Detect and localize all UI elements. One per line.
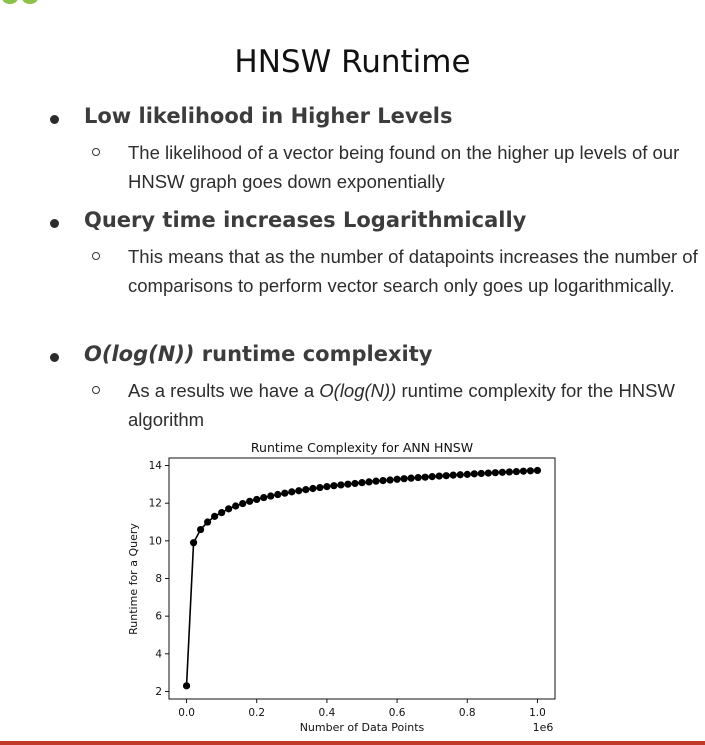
y-tick-label: 8 bbox=[155, 573, 162, 585]
bullet-heading: O(log(N)) runtime complexity bbox=[84, 342, 432, 366]
bullet-heading-rest: runtime complexity bbox=[194, 342, 433, 366]
bullet-heading: Low likelihood in Higher Levels bbox=[84, 104, 453, 128]
data-point bbox=[505, 468, 513, 476]
sub-bullet-text: The likelihood of a vector being found o… bbox=[128, 142, 680, 192]
x-tick-label: 0.2 bbox=[248, 707, 265, 719]
data-point bbox=[211, 512, 219, 520]
sub-bullet-text: This means that as the number of datapoi… bbox=[128, 246, 698, 296]
data-point bbox=[239, 499, 247, 508]
chart-title: Runtime Complexity for ANN HNSW bbox=[251, 440, 473, 455]
data-point bbox=[281, 489, 289, 497]
x-tick-label: 0.6 bbox=[389, 707, 406, 719]
x-axis-label: Number of Data Points bbox=[300, 721, 425, 734]
x-tick-label: 0.0 bbox=[178, 707, 195, 719]
data-point bbox=[288, 488, 296, 496]
corner-dot-right bbox=[22, 0, 38, 4]
corner-dot-left bbox=[2, 0, 18, 4]
data-point bbox=[533, 466, 542, 475]
sub-text-italic: O(log(N)) bbox=[319, 380, 397, 401]
data-point bbox=[316, 483, 324, 492]
bullet-icon bbox=[50, 115, 59, 124]
data-point bbox=[274, 490, 282, 499]
bullet-heading: Query time increases Logarithmically bbox=[84, 208, 527, 232]
data-point bbox=[449, 471, 457, 479]
data-point bbox=[267, 492, 275, 500]
x-tick-label: 0.4 bbox=[319, 707, 336, 719]
data-point bbox=[295, 487, 303, 495]
data-point bbox=[512, 467, 521, 476]
data-point bbox=[386, 476, 394, 484]
data-point bbox=[309, 484, 317, 493]
y-tick-label: 10 bbox=[149, 535, 162, 547]
data-point bbox=[379, 476, 387, 485]
data-point bbox=[393, 475, 401, 483]
data-point bbox=[442, 472, 450, 480]
data-point bbox=[253, 495, 261, 504]
series-points bbox=[182, 466, 542, 690]
data-point bbox=[218, 508, 226, 517]
data-point bbox=[400, 475, 408, 483]
data-point bbox=[189, 539, 198, 547]
data-point bbox=[302, 486, 310, 494]
data-point bbox=[372, 477, 380, 485]
data-point bbox=[260, 493, 268, 502]
sub-text-pre: As a results we have a bbox=[128, 380, 320, 401]
y-axis-ticks: 2 4 6 8 10 12 14 bbox=[149, 460, 169, 698]
data-point bbox=[204, 518, 212, 526]
sub-bullet-icon bbox=[92, 386, 100, 394]
data-point bbox=[232, 502, 240, 510]
data-point bbox=[498, 468, 506, 476]
data-point bbox=[407, 474, 415, 482]
data-point bbox=[358, 479, 366, 487]
data-point bbox=[365, 478, 373, 486]
data-point bbox=[456, 471, 464, 479]
x-tick-label: 0.8 bbox=[459, 707, 476, 719]
sub-text-post: runtime complexity for the HNSW algorith… bbox=[128, 380, 675, 430]
y-tick-label: 14 bbox=[149, 460, 163, 472]
data-point bbox=[323, 483, 331, 491]
slide-title: HNSW Runtime bbox=[234, 44, 471, 80]
data-point bbox=[225, 505, 233, 513]
y-tick-label: 4 bbox=[155, 648, 162, 660]
data-point bbox=[330, 482, 338, 490]
data-point bbox=[477, 469, 485, 478]
bullet-icon bbox=[50, 353, 59, 362]
x-axis-ticks: 0.0 0.2 0.4 0.6 0.8 1.0 bbox=[178, 699, 546, 719]
x-tick-label: 1.0 bbox=[529, 707, 546, 719]
data-point bbox=[246, 497, 254, 505]
y-tick-label: 12 bbox=[149, 498, 162, 510]
bullet-icon bbox=[50, 219, 59, 228]
x-axis-offset-label: 1e6 bbox=[533, 721, 554, 734]
bottom-accent-bar bbox=[0, 741, 705, 745]
data-point bbox=[435, 472, 443, 480]
chart-plot-frame bbox=[168, 457, 556, 700]
y-tick-label: 2 bbox=[155, 686, 162, 698]
data-point bbox=[421, 473, 429, 481]
data-point bbox=[351, 479, 359, 488]
y-tick-label: 6 bbox=[155, 611, 162, 623]
sub-bullet-icon bbox=[92, 252, 100, 260]
sub-bullet-icon bbox=[92, 148, 100, 156]
y-axis-label: Runtime for a Query bbox=[127, 523, 140, 635]
data-point bbox=[484, 469, 492, 477]
data-point bbox=[196, 525, 205, 534]
sub-bullet-text: As a results we have a O(log(N)) runtime… bbox=[128, 376, 698, 434]
data-point bbox=[470, 470, 478, 478]
data-point bbox=[182, 682, 191, 690]
data-point bbox=[344, 480, 352, 488]
data-point bbox=[463, 470, 471, 478]
data-point bbox=[428, 473, 436, 481]
data-point bbox=[526, 467, 535, 475]
data-point bbox=[491, 469, 499, 477]
data-point bbox=[519, 467, 528, 475]
bullet-heading-italic: O(log(N)) bbox=[84, 342, 195, 366]
data-point bbox=[337, 481, 345, 489]
data-point bbox=[414, 473, 422, 482]
